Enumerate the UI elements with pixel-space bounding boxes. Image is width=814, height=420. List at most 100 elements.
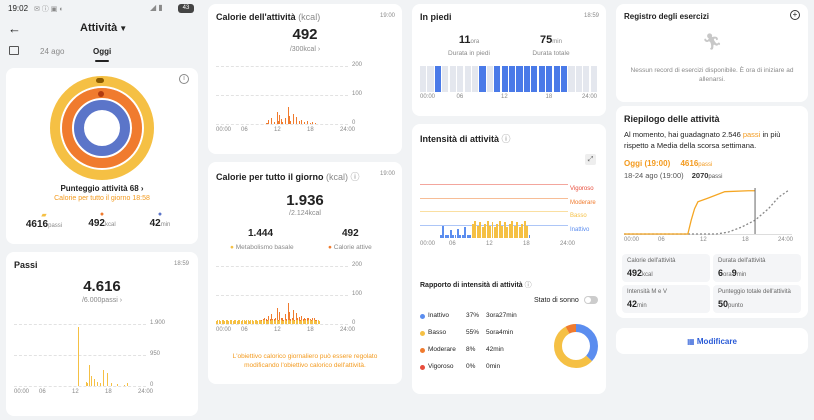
standing-title: In piedi [420,12,452,22]
low-bar [496,223,499,238]
steps-small-icon: ▰ [41,212,47,219]
summary-text: Al momento, hai guadagnato 2.546 passi i… [624,130,781,150]
summary-stat-number: 50 [718,299,729,309]
chart-bar-active [268,315,270,320]
sleep-toggle[interactable] [584,296,598,304]
summary-stat-number: 492 [627,268,643,278]
chart-bar-basal [275,320,277,324]
chart-bar [100,383,102,386]
intensity-card[interactable]: Intensità di attività ⓘ ⤢ Vigoroso Modera… [412,124,606,394]
x-tick-label: 00:00 [624,237,640,243]
chart-bar-active [305,319,307,320]
info-icon[interactable]: ⓘ [350,172,360,182]
chart-bar-basal [299,320,301,324]
chart-bar-active [280,318,282,320]
back-arrow-icon[interactable]: ← [8,21,21,36]
x-tick-label: 12 [274,327,281,333]
summary-chart: 00:00 06 12 18 24:00 [624,188,800,246]
x-tick-label: 00:00 [420,94,436,100]
daily-calories-card[interactable]: Calorie per tutto il giorno (kcal) ⓘ 19:… [208,162,402,384]
chart-bar-basal [251,319,253,324]
x-tick-label: 12 [700,237,707,243]
steps-goal[interactable]: /6.000passi › [81,297,123,304]
chart-bar-basal [290,320,292,324]
x-tick-label: 24:00 [778,237,794,243]
summary-stat-box: Calorie dell'attività 492kcal [622,254,710,282]
chart-bar-active [279,311,281,321]
summary-stat-unit: min [637,303,647,309]
chart-bar-basal [238,320,239,324]
info-icon[interactable]: i [179,74,189,84]
activity-summary-card: Riepilogo delle attività Al momento, hai… [616,106,808,318]
chart-bar-active [284,314,286,320]
add-icon[interactable]: + [790,10,800,20]
summary-stat-box: Punteggio totale dell'attività 50punto [713,285,801,313]
chart-bar-active [286,318,288,321]
low-bar [484,223,487,238]
intensity-level-label: Moderare [570,199,596,206]
chart-bar [88,364,90,386]
standing-hour-bar [494,66,501,92]
intensity-row: Basso 55% 5ora4min [420,329,520,341]
chart-bar-basal [317,319,319,324]
inactive-bar [466,235,469,238]
tab-prev-date[interactable]: 24 ago [40,47,65,56]
activity-calories-card[interactable]: Calorie dell'attività (kcal) 19:00 492 /… [208,4,402,154]
edit-button[interactable]: ▦ Modificare [616,328,808,354]
standing-hour-bar [449,66,456,92]
steps-card[interactable]: Passi 18:59 4.616 /6.000passi › 1.900 950… [6,252,198,416]
intensity-pct: 37% [466,312,480,319]
info-icon[interactable]: ⓘ [501,134,511,144]
chart-bar-active [312,317,314,321]
activity-calories-goal[interactable]: /300kcal › [289,46,321,53]
info-icon[interactable]: ⓘ [524,282,532,289]
chart-bar-active [299,319,301,321]
exercise-log-card[interactable]: Registro degli esercizi + 🏃︎ Nessun reco… [616,4,808,102]
intensity-ratio-title: Rapporto di intensità di attività ⓘ [420,282,532,289]
summary-range: 18-24 ago (19:00) 2070passi [624,171,723,180]
low-bar [513,225,516,238]
chart-bar-basal [287,320,289,324]
chart-bar-basal [255,319,257,324]
standing-hour-bar [457,66,464,92]
standing-hour-bar [531,66,538,92]
chart-bar-basal [239,319,241,324]
chart-bar-basal [231,319,233,324]
flame-ring-icon [98,91,104,97]
summary-stat-number: 9 [731,268,737,278]
edit-icon: ▦ [687,337,695,346]
chart-bar [106,372,108,386]
chart-bar [301,119,303,124]
page-title[interactable]: Attività ▼ [80,22,128,34]
chart-bar-active [313,318,315,320]
calendar-icon[interactable] [9,46,19,55]
chart-bar [110,382,112,386]
activity-subtitle: Calorie per tutto il giorno 18:58 [54,195,150,202]
x-tick-label: 06 [456,94,464,100]
activity-score-label[interactable]: Punteggio attività 68 › [60,184,144,193]
flame-small-icon: ● [99,211,105,218]
standing-hour-bar [464,66,471,92]
summary-today: Oggi (19:00) 4616passi [624,159,713,168]
kcal-stat: ● 492kcal [82,211,122,229]
exercise-log-empty: Nessun record di esercizi disponibile. È… [630,67,794,84]
chart-bar [271,117,272,124]
tab-today[interactable]: Oggi [93,47,112,56]
low-bar [476,225,479,238]
grid-line [216,66,348,67]
x-tick-label: 24:00 [340,327,356,333]
donut-slice [554,324,598,368]
chart-bar-basal [225,320,227,324]
activity-calories-title: Calorie dell'attività (kcal) [216,12,321,22]
standing-card[interactable]: In piedi 18:59 11ora Durata in piedi 75m… [412,4,606,116]
chart-bar [282,121,283,124]
grid-line [420,184,568,185]
chart-bar-active [298,317,300,321]
summary-stat-label: Intensità M e V [627,289,668,295]
grid-line [420,197,568,199]
inactive-bar [464,227,467,238]
x-tick-label: 06 [449,241,456,247]
expand-icon[interactable]: ⤢ [585,154,596,165]
chart-bar-active [290,319,292,321]
chart-bar [277,121,279,124]
